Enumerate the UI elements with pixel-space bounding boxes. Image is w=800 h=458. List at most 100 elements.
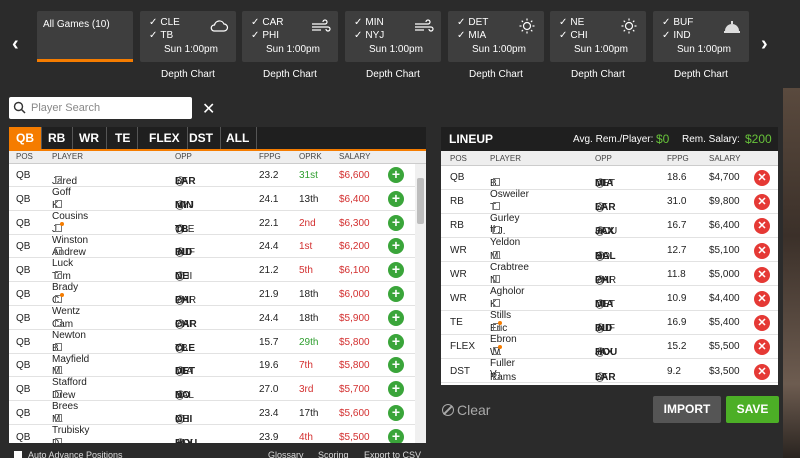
game-card[interactable]: ✓ DET ✓ MIA Sun 1:00pm <box>448 11 544 62</box>
game-card[interactable]: ✓ MIN ✓ NYJ Sun 1:00pm <box>345 11 441 62</box>
tab-all[interactable]: ALL <box>219 127 258 149</box>
remove-player-button[interactable]: ✕ <box>754 363 770 380</box>
tab-rb[interactable]: RB <box>41 127 74 149</box>
player-row[interactable]: QB Jared Goff LAR @ SF 23.2 31st $6,600 … <box>9 164 415 198</box>
depth-chart-link[interactable]: Depth Chart <box>571 69 625 80</box>
add-player-button[interactable]: + <box>388 286 404 302</box>
add-player-button[interactable]: + <box>388 381 404 398</box>
add-player-button[interactable]: + <box>388 357 404 374</box>
remove-player-button[interactable]: ✕ <box>754 170 770 186</box>
lineup-row[interactable]: WR M. Crabtree NO @ BAL 12.7 $5,100 ✕ <box>441 239 778 273</box>
add-player-button[interactable]: + <box>388 167 404 183</box>
glossary-link[interactable]: Glossary <box>268 450 304 458</box>
add-player-button[interactable]: + <box>388 190 404 207</box>
notes-icon[interactable] <box>55 342 62 351</box>
player-row[interactable]: QB B. Mayfield CLE @ TB 15.7 29th $5,800… <box>9 331 415 365</box>
notes-icon[interactable] <box>55 271 62 280</box>
add-player-button[interactable]: + <box>388 405 404 421</box>
notes-icon[interactable] <box>55 390 62 399</box>
add-player-button[interactable]: + <box>388 214 404 231</box>
remove-player-button[interactable]: ✕ <box>754 242 770 259</box>
depth-chart-link[interactable]: Depth Chart <box>674 69 728 80</box>
players-scrollbar[interactable] <box>415 164 426 443</box>
notes-icon[interactable] <box>55 318 62 327</box>
game-card[interactable]: ✓ BUF ✓ IND Sun 1:00pm <box>653 11 749 62</box>
notes-icon[interactable] <box>493 299 500 307</box>
depth-chart-link[interactable]: Depth Chart <box>469 69 523 80</box>
game-card[interactable]: ✓ CLE ✓ TB Sun 1:00pm <box>140 11 236 62</box>
clear-button[interactable]: Clear <box>442 402 490 418</box>
notes-icon[interactable] <box>493 202 500 211</box>
col-salary[interactable]: SALARY <box>339 152 371 161</box>
notes-icon[interactable] <box>55 199 62 208</box>
notes-icon[interactable] <box>493 371 500 380</box>
player-row[interactable]: QB J. Winston CLE @ TB 22.1 2nd $6,300 + <box>9 212 415 246</box>
col-fppg[interactable]: FPPG <box>259 152 281 161</box>
add-player-button[interactable]: + <box>388 428 404 443</box>
depth-chart-link[interactable]: Depth Chart <box>161 69 215 80</box>
tab-te[interactable]: TE <box>108 127 139 149</box>
game-filter-all[interactable]: All Games (10) <box>37 11 133 62</box>
notes-icon[interactable] <box>493 321 502 332</box>
depth-chart-link[interactable]: Depth Chart <box>263 69 317 80</box>
chevron-right-icon[interactable]: › <box>761 33 768 55</box>
notes-icon[interactable] <box>493 226 500 235</box>
lineup-row[interactable]: DST Rams LAR @ SF 9.2 $3,500 ✕ <box>441 360 778 384</box>
col-pos[interactable]: POS <box>16 152 33 161</box>
col-oprk[interactable]: OPRK <box>299 152 322 161</box>
player-search[interactable] <box>9 97 192 119</box>
notes-icon[interactable] <box>55 437 62 443</box>
scroll-thumb[interactable] <box>417 178 424 224</box>
player-row[interactable]: QB Tom Brady NE @ CHI 21.2 5th $6,100 + <box>9 259 415 293</box>
remove-player-button[interactable]: ✕ <box>754 315 770 332</box>
auto-advance-checkbox[interactable] <box>14 451 22 458</box>
game-card[interactable]: ✓ NE ✓ CHI Sun 1:00pm <box>550 11 646 62</box>
save-button[interactable]: SAVE <box>726 396 779 423</box>
notes-icon[interactable] <box>493 274 500 283</box>
remove-player-button[interactable]: ✕ <box>754 218 770 235</box>
notes-icon[interactable] <box>55 414 62 422</box>
remove-player-button[interactable]: ✕ <box>754 291 770 307</box>
add-player-button[interactable]: + <box>388 238 404 255</box>
notes-icon[interactable] <box>55 293 64 303</box>
notes-icon[interactable] <box>493 178 500 186</box>
close-icon[interactable]: ✕ <box>202 101 216 118</box>
col-opp[interactable]: OPP <box>175 152 192 161</box>
notes-icon[interactable] <box>493 250 500 259</box>
player-row[interactable]: QB M. Stafford DET @ MIA 19.6 7th $5,800… <box>9 354 415 388</box>
add-player-button[interactable]: + <box>388 333 404 350</box>
lineup-row[interactable]: WR N. Agholor CAR @ PHI 11.8 $5,000 ✕ <box>441 263 778 297</box>
tab-qb[interactable]: QB <box>9 127 42 149</box>
player-row[interactable]: QB M. Trubisky NE @ CHI 23.4 17th $5,600… <box>9 402 415 436</box>
player-row[interactable]: QB K. Cousins MIN @ NYJ 24.1 13th $6,400… <box>9 188 415 222</box>
depth-chart-link[interactable]: Depth Chart <box>366 69 420 80</box>
export-csv-link[interactable]: Export to CSV <box>364 450 422 458</box>
lineup-row[interactable]: QB B. Osweiler DET @ MIA 18.6 $4,700 ✕ <box>441 166 778 200</box>
notes-icon[interactable] <box>55 366 62 375</box>
notes-icon[interactable] <box>55 176 62 184</box>
notes-icon[interactable] <box>55 247 62 256</box>
lineup-row[interactable]: WR K. Stills DET @ MIA 10.9 $4,400 ✕ <box>441 287 778 321</box>
notes-icon[interactable] <box>493 345 502 356</box>
lineup-row[interactable]: RB T.J. Yeldon HOU @ JAX 16.7 $6,400 ✕ <box>441 214 778 248</box>
remove-player-button[interactable]: ✕ <box>754 266 770 283</box>
auto-advance-label[interactable]: Auto Advance Positions <box>28 450 123 458</box>
scoring-link[interactable]: Scoring <box>318 450 349 458</box>
remove-player-button[interactable]: ✕ <box>754 194 770 211</box>
lineup-row[interactable]: TE Eric Ebron BUF @ IND 16.9 $5,400 ✕ <box>441 311 778 345</box>
lineup-row[interactable]: FLEX W. Fuller V HOU @ JAX 15.2 $5,500 ✕ <box>441 335 778 380</box>
add-player-button[interactable]: + <box>388 309 404 326</box>
player-row[interactable]: QB Drew Brees NO @ BAL 27.0 3rd $5,700 + <box>9 378 415 412</box>
player-row[interactable]: QB D. Watson HOU @ JAX 23.9 4th $5,500 + <box>9 426 415 443</box>
lineup-row[interactable]: RB T. Gurley II LAR @ SF 31.0 $9,800 ✕ <box>441 190 778 235</box>
tab-wr[interactable]: WR <box>72 127 107 149</box>
remove-player-button[interactable]: ✕ <box>754 339 770 356</box>
player-row[interactable]: QB C. Wentz CAR @ PHI 21.9 18th $6,000 + <box>9 283 415 317</box>
player-row[interactable]: QB Cam Newton CAR @ PHI 24.4 18th $5,900… <box>9 307 415 341</box>
tab-flex[interactable]: FLEX <box>142 127 188 149</box>
game-card[interactable]: ✓ CAR ✓ PHI Sun 1:00pm <box>242 11 338 62</box>
col-player[interactable]: PLAYER <box>52 152 83 161</box>
notes-icon[interactable] <box>55 221 64 232</box>
add-player-button[interactable]: + <box>388 262 404 279</box>
chevron-left-icon[interactable]: ‹ <box>12 33 19 55</box>
